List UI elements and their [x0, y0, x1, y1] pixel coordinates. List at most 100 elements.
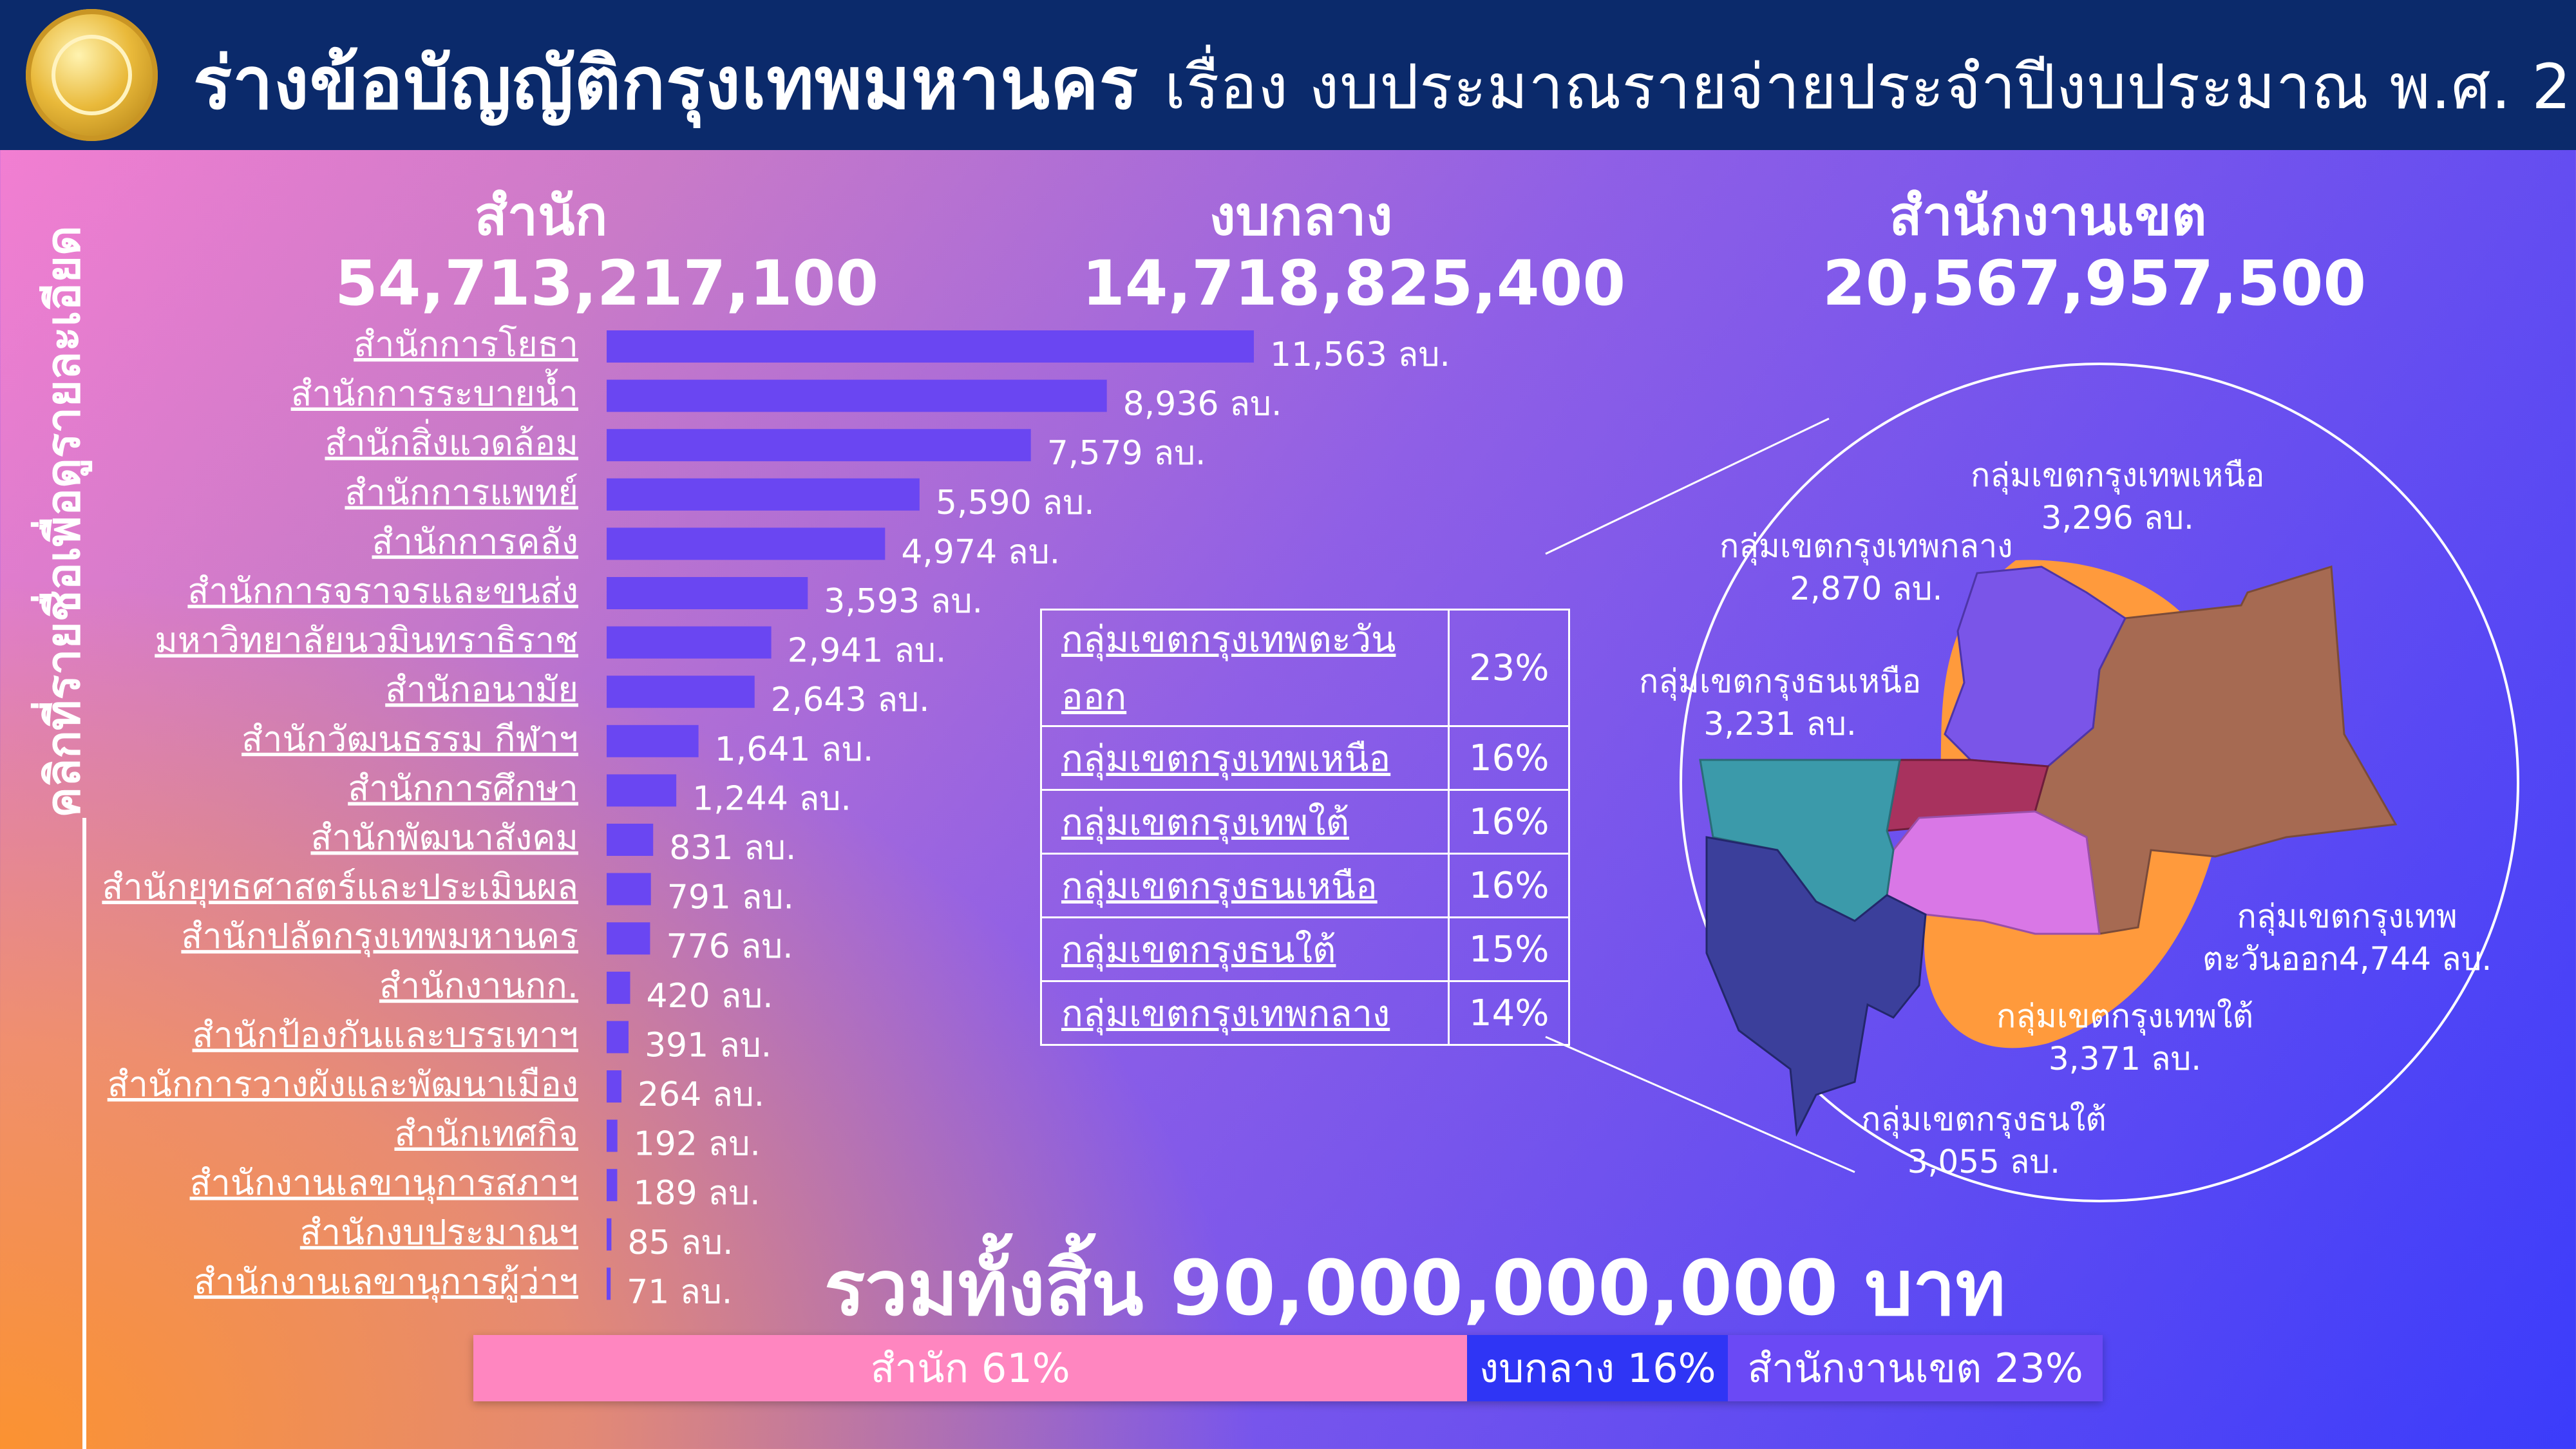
district-percent-2: 16%: [1447, 789, 1571, 855]
value-label-3: 5,590 ลบ.: [936, 484, 1095, 522]
district-name-link-1[interactable]: กลุ่มเขตกรุงเทพเหนือ: [1040, 725, 1450, 791]
summary-district-offices-label: สำนักงานเขต: [1889, 184, 2207, 247]
map-callout-line-top: [1545, 417, 1830, 555]
category-link-3[interactable]: สำนักการแพทย์: [345, 472, 578, 513]
bar-18: [607, 1218, 612, 1251]
share-segment-1: งบกลาง 16%: [1467, 1335, 1728, 1401]
category-link-18[interactable]: สำนักงบประมาณฯ: [300, 1212, 578, 1253]
bar-10: [607, 824, 654, 856]
district-name-link-0[interactable]: กลุ่มเขตกรุงเทพตะวันออก: [1040, 609, 1450, 727]
district-name-link-4[interactable]: กลุ่มเขตกรุงธนใต้: [1040, 916, 1450, 982]
district-table-row: กลุ่มเขตกรุงเทพใต้ 16%: [1040, 789, 1571, 855]
category-link-0[interactable]: สำนักการโยธา: [354, 324, 578, 365]
bar-8: [607, 724, 699, 757]
district-name-link-3[interactable]: กลุ่มเขตกรุงธนเหนือ: [1040, 853, 1450, 918]
bar-16: [607, 1119, 618, 1152]
bar-5: [607, 577, 808, 609]
page-title: ร่างข้อบัญญัติกรุงเทพมหานคร เรื่อง งบประ…: [193, 26, 2576, 140]
map-label-east: กลุ่มเขตกรุงเทพ ตะวันออก4,744 ลบ.: [2202, 898, 2492, 978]
value-label-4: 4,974 ลบ.: [901, 533, 1060, 571]
bar-14: [607, 1021, 629, 1054]
value-label-16: 192 ลบ.: [634, 1125, 761, 1164]
map-label-central: กลุ่มเขตกรุงเทพกลาง 2,870 ลบ.: [1719, 527, 2013, 607]
map-label-north: กลุ่มเขตกรุงเทพเหนือ 3,296 ลบ.: [1971, 457, 2265, 536]
value-label-8: 1,641 ลบ.: [715, 730, 874, 769]
title-main: ร่างข้อบัญญัติกรุงเทพมหานคร: [193, 42, 1139, 126]
value-label-19: 71 ลบ.: [627, 1273, 732, 1311]
category-link-14[interactable]: สำนักป้องกันและบรรเทาฯ: [193, 1014, 578, 1055]
sidebar-divider: [82, 818, 86, 1449]
budget-share-bar: สำนัก 61% งบกลาง 16% สำนักงานเขต 23%: [473, 1335, 2103, 1401]
map-region-thonburi-south: [1705, 836, 1927, 1137]
district-name-link-2[interactable]: กลุ่มเขตกรุงเทพใต้: [1040, 789, 1450, 855]
category-link-15[interactable]: สำนักการวางผังและพัฒนาเมือง: [108, 1064, 578, 1104]
value-label-15: 264 ลบ.: [638, 1075, 764, 1114]
map-label-south: กลุ่มเขตกรุงเทพใต้ 3,371 ลบ.: [1996, 998, 2254, 1077]
category-link-19[interactable]: สำนักงานเลขานุการผู้ว่าฯ: [194, 1261, 578, 1303]
district-table-row: กลุ่มเขตกรุงเทพตะวันออก 23%: [1040, 609, 1571, 727]
category-link-9[interactable]: สำนักการศึกษา: [348, 768, 578, 808]
title-sub: เรื่อง งบประมาณรายจ่ายประจำปีงบประมาณ พ.…: [1164, 51, 2576, 123]
district-percent-4: 15%: [1447, 916, 1571, 982]
bma-seal-logo: [26, 9, 158, 141]
map-callout-line-bottom: [1545, 1036, 1855, 1173]
district-table-row: กลุ่มเขตกรุงเทพกลาง 14%: [1040, 980, 1571, 1046]
value-label-0: 11,563 ลบ.: [1270, 336, 1450, 374]
bar-4: [607, 527, 886, 560]
value-label-12: 776 ลบ.: [666, 927, 793, 966]
category-link-8[interactable]: สำนักวัฒนธรรม กีฬาฯ: [242, 719, 578, 759]
header-bar: ร่างข้อบัญญัติกรุงเทพมหานคร เรื่อง งบประ…: [0, 0, 2576, 150]
value-label-11: 791 ลบ.: [667, 878, 794, 917]
summary-central-budget-label: งบกลาง: [1209, 184, 1393, 247]
value-label-18: 85 ลบ.: [627, 1224, 733, 1262]
map-zoom-circle: [1680, 363, 2519, 1202]
bar-15: [607, 1070, 621, 1103]
summary-office-label: สำนัก: [474, 184, 608, 247]
value-label-13: 420 ลบ.: [647, 977, 773, 1016]
map-label-thonburi-south: กลุ่มเขตกรุงธนใต้ 3,055 ลบ.: [1861, 1101, 2107, 1180]
district-percent-0: 23%: [1447, 609, 1571, 727]
category-link-7[interactable]: สำนักอนามัย: [385, 669, 578, 710]
district-percent-5: 14%: [1447, 980, 1571, 1046]
bar-17: [607, 1169, 618, 1202]
value-label-9: 1,244 ลบ.: [692, 779, 851, 818]
category-link-4[interactable]: สำนักการคลัง: [372, 521, 579, 562]
category-link-17[interactable]: สำนักงานเลขานุการสภาฯ: [190, 1162, 578, 1204]
category-link-5[interactable]: สำนักการจราจรและขนส่ง: [187, 571, 578, 611]
category-link-12[interactable]: สำนักปลัดกรุงเทพมหานคร: [181, 916, 578, 958]
bar-11: [607, 873, 651, 905]
share-segment-2: สำนักงานเขต 23%: [1728, 1335, 2103, 1401]
bar-0: [607, 330, 1254, 363]
value-label-1: 8,936 ลบ.: [1123, 385, 1282, 424]
bar-12: [607, 922, 650, 955]
category-link-11[interactable]: สำนักยุทธศาสตร์และประเมินผล: [102, 867, 578, 909]
bar-6: [607, 626, 772, 659]
district-percent-1: 16%: [1447, 725, 1571, 791]
category-link-2[interactable]: สำนักสิ่งแวดล้อม: [325, 419, 578, 463]
district-percent-3: 16%: [1447, 853, 1571, 918]
category-link-16[interactable]: สำนักเทศกิจ: [394, 1113, 578, 1154]
category-link-10[interactable]: สำนักพัฒนาสังคม: [310, 817, 578, 858]
bar-2: [607, 429, 1031, 462]
value-label-17: 189 ลบ.: [633, 1174, 760, 1213]
category-link-6[interactable]: มหาวิทยาลัยนวมินทราธิราช: [155, 620, 578, 661]
value-label-10: 831 ลบ.: [669, 829, 796, 867]
value-label-6: 2,941 ลบ.: [788, 632, 947, 670]
district-name-link-5[interactable]: กลุ่มเขตกรุงเทพกลาง: [1040, 980, 1450, 1046]
map-region-bangkok-north: [1944, 565, 2126, 768]
grand-total: รวมทั้งสิ้น 90,000,000,000 บาท: [824, 1244, 2006, 1332]
category-link-13[interactable]: สำนักงานกก.: [379, 965, 578, 1006]
value-label-2: 7,579 ลบ.: [1047, 434, 1206, 473]
bar-9: [607, 774, 677, 807]
district-table-row: กลุ่มเขตกรุงธนใต้ 15%: [1040, 916, 1571, 982]
share-segment-0: สำนัก 61%: [473, 1335, 1468, 1401]
summary-district-offices: สำนักงานเขต 20,567,957,500: [1823, 184, 2366, 319]
bar-7: [607, 676, 755, 708]
category-link-1[interactable]: สำนักการระบายน้ำ: [291, 369, 578, 414]
district-table-row: กลุ่มเขตกรุงธนเหนือ 16%: [1040, 853, 1571, 918]
value-label-7: 2,643 ลบ.: [771, 681, 930, 719]
value-label-14: 391 ลบ.: [645, 1026, 772, 1065]
bar-1: [607, 379, 1107, 412]
